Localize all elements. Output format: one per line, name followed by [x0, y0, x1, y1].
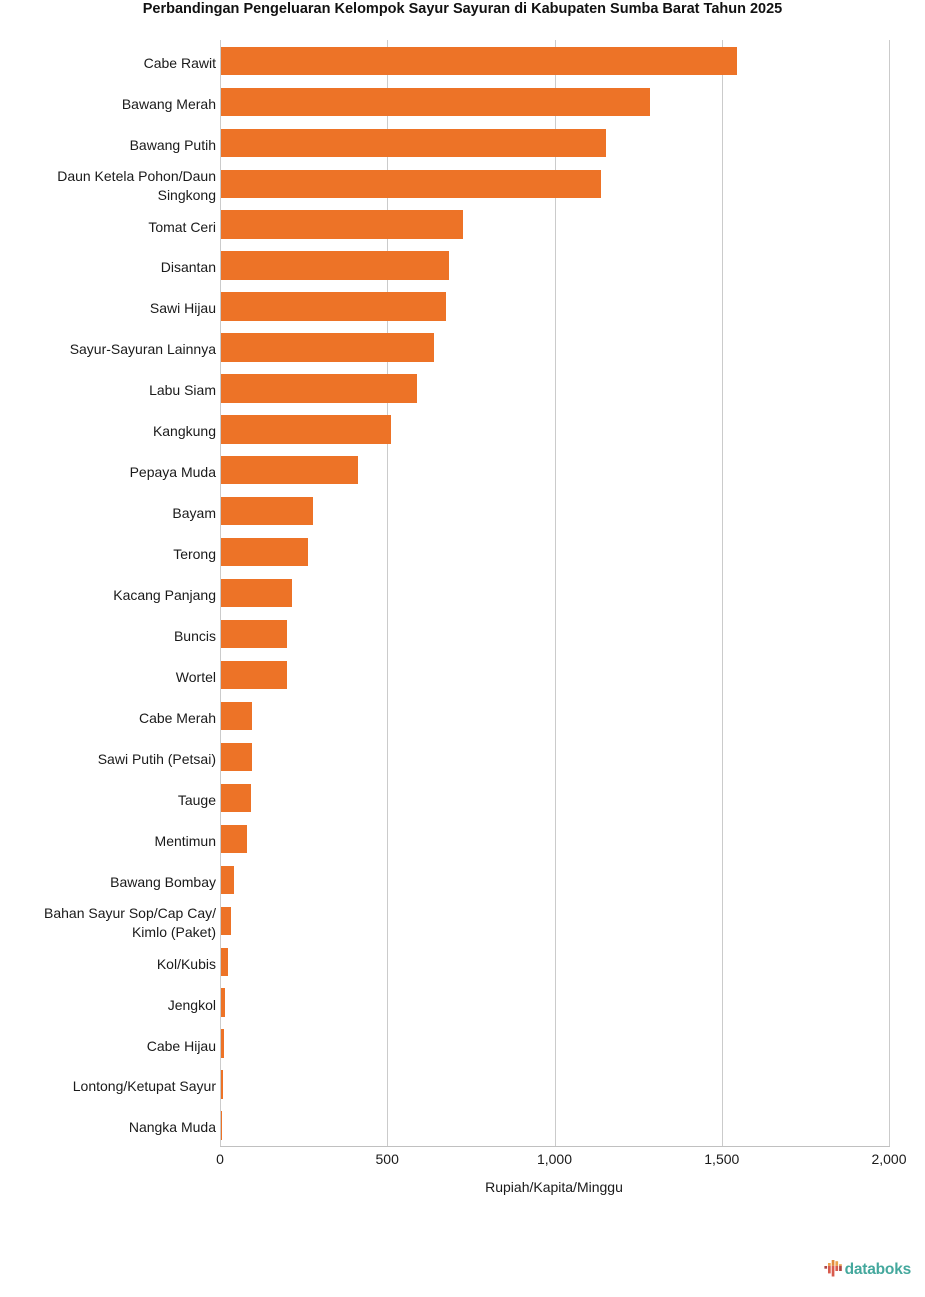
svg-text:databoks: databoks	[845, 1261, 911, 1278]
